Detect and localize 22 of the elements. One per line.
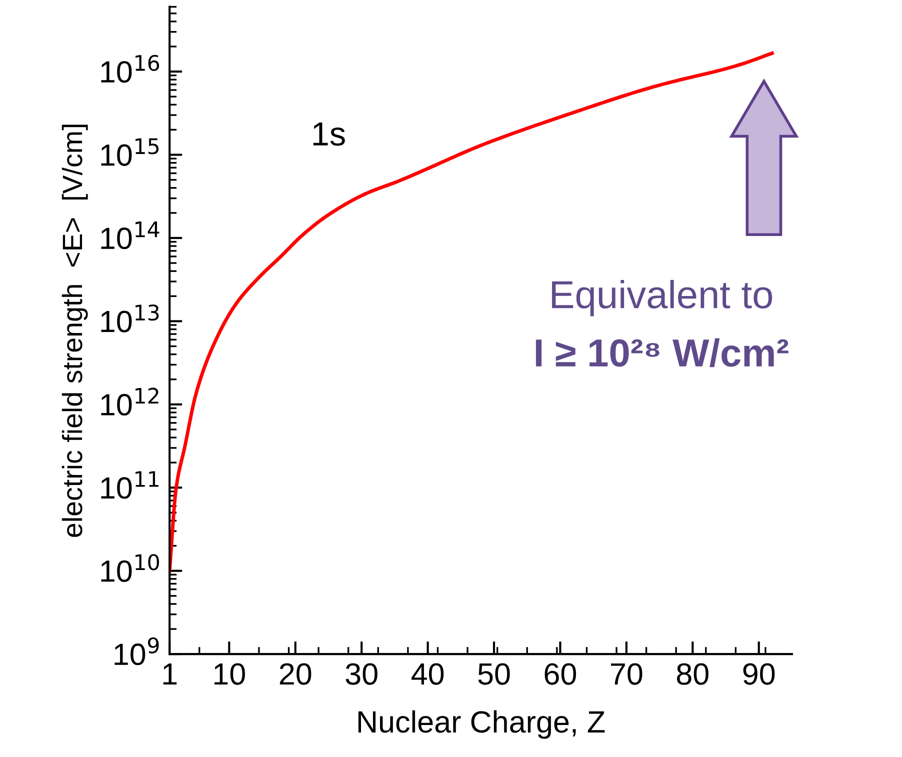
y-tick-label: 10$^{15}$ [101,138,159,166]
y-tick-label: 10$^{12}$ [101,388,158,416]
y-tick-label: 10$^{13}$ [101,304,159,332]
y-tick-label: 10$^{10}$ [101,554,159,582]
x-tick-label: 60 [544,663,576,685]
y-axis-title: electric field strength <E> [V/cm] [62,124,88,537]
x-tick-label: 1 [163,664,177,685]
x-tick-label: 30 [346,663,378,685]
y-tick-label: 10$^{16}$ [101,54,160,83]
annotation: Equivalent to I ≥ 10²⁸ W/cm² [536,280,788,368]
x-tick-label: 20 [280,663,312,685]
x-axis-title: Nuclear Charge, Z [358,710,605,739]
x-tick-label: 40 [412,663,444,685]
y-tick-label: 10$^{14}$ [101,222,160,250]
x-tick-label: 70 [611,663,642,685]
y-tick-label: 10$^{11}$ [101,471,158,499]
x-tick-label: 10 [214,663,245,685]
series-label: 1s [313,122,345,146]
y-tick-label: 10$^{9}$ [114,637,159,666]
x-tick-label: 80 [676,663,708,685]
x-tick-label: 50 [478,663,510,685]
x-tick-label: 90 [743,663,775,685]
